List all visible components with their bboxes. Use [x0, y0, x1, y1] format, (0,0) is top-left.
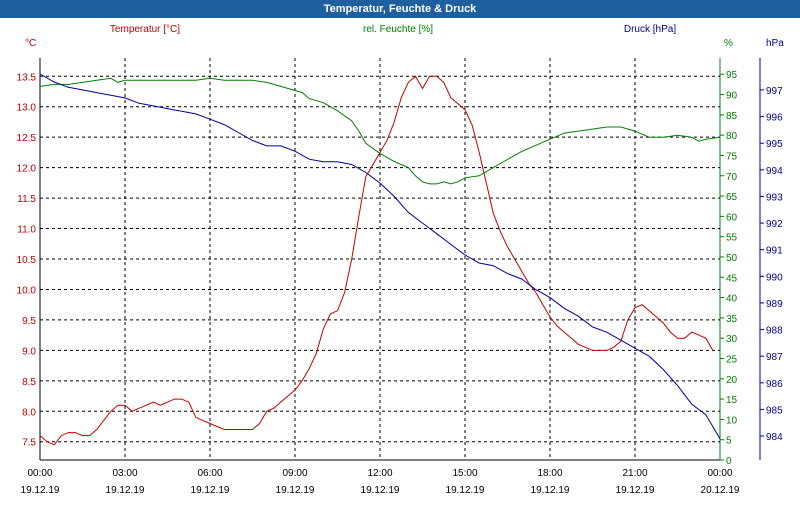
x-tick-date: 19.12.19	[531, 485, 570, 496]
axis-ticks: 7.5 8.0 8.5 9.0 9.5 10.0 10.5 11.0 11.5 12.0 12.5 1…	[17, 70, 784, 496]
temperature-tick-label: 8.0	[22, 407, 36, 418]
pressure-unit-label: hPa	[766, 38, 784, 49]
pressure-tick-label: 995	[766, 139, 783, 150]
humidity-tick-label: 0	[726, 456, 732, 467]
x-tick-date: 19.12.19	[361, 485, 400, 496]
pressure-axis-title: Druck [hPa]	[624, 24, 676, 35]
humidity-tick-label: 15	[726, 395, 738, 406]
temperature-tick-label: 13.5	[17, 72, 37, 83]
x-tick-date: 20.12.19	[701, 485, 740, 496]
humidity-tick-label: 90	[726, 91, 738, 102]
pressure-tick-label: 997	[766, 86, 783, 97]
humidity-series-line	[39, 77, 721, 185]
humidity-tick-label: 50	[726, 253, 738, 264]
temperature-tick-label: 12.0	[17, 164, 37, 175]
humidity-unit-label: %	[724, 38, 733, 49]
pressure-tick-label: 992	[766, 219, 783, 230]
humidity-tick-label: 25	[726, 354, 738, 365]
grid-lines	[40, 58, 720, 460]
humidity-tick-label: 80	[726, 131, 738, 142]
humidity-axis-title: rel. Feuchte [%]	[363, 24, 433, 35]
humidity-tick-label: 55	[726, 233, 738, 244]
x-tick-time: 09:00	[282, 468, 307, 479]
x-tick-time: 21:00	[622, 468, 647, 479]
x-tick-date: 19.12.19	[276, 485, 315, 496]
humidity-tick-label: 65	[726, 192, 738, 203]
x-tick-date: 19.12.19	[446, 485, 485, 496]
x-tick-date: 19.12.19	[191, 485, 230, 496]
pressure-tick-label: 988	[766, 326, 783, 337]
temperature-series-line	[39, 75, 714, 446]
temperature-tick-label: 11.5	[17, 194, 36, 205]
pressure-tick-label: 986	[766, 379, 783, 390]
chart-canvas: Temperatur [°C] rel. Feuchte [%] Druck […	[17, 24, 785, 496]
pressure-series-line	[39, 73, 721, 439]
temperature-tick-label: 9.5	[22, 316, 36, 327]
temperature-tick-label: 10.5	[17, 255, 37, 266]
temperature-tick-label: 12.5	[17, 133, 37, 144]
humidity-tick-label: 10	[726, 415, 738, 426]
x-tick-time: 03:00	[112, 468, 137, 479]
humidity-tick-label: 30	[726, 334, 738, 345]
pressure-tick-label: 993	[766, 192, 783, 203]
x-tick-date: 19.12.19	[21, 485, 60, 496]
pressure-tick-label: 985	[766, 405, 783, 416]
x-tick-time: 18:00	[537, 468, 562, 479]
temperature-unit-label: °C	[25, 38, 36, 49]
pressure-tick-label: 994	[766, 166, 783, 177]
temperature-tick-label: 10.0	[17, 285, 37, 296]
pressure-tick-label: 987	[766, 352, 783, 363]
temperature-axis-title: Temperatur [°C]	[110, 24, 180, 35]
temperature-tick-label: 13.0	[17, 103, 37, 114]
temperature-tick-label: 7.5	[22, 438, 36, 449]
temperature-tick-label: 11.0	[17, 225, 36, 236]
x-tick-time: 06:00	[197, 468, 222, 479]
humidity-tick-label: 45	[726, 273, 738, 284]
pressure-tick-label: 984	[766, 432, 783, 443]
humidity-tick-label: 35	[726, 314, 738, 325]
x-tick-date: 19.12.19	[616, 485, 655, 496]
x-tick-time: 12:00	[367, 468, 392, 479]
series-lines	[39, 73, 721, 446]
pressure-tick-label: 989	[766, 299, 783, 310]
temperature-tick-label: 8.5	[22, 377, 36, 388]
pressure-tick-label: 991	[766, 246, 783, 257]
humidity-tick-label: 70	[726, 172, 738, 183]
pressure-tick-label: 996	[766, 113, 783, 124]
humidity-tick-label: 60	[726, 212, 738, 223]
x-tick-date: 19.12.19	[106, 485, 145, 496]
pressure-tick-label: 990	[766, 272, 783, 283]
x-tick-time: 00:00	[707, 468, 732, 479]
x-tick-time: 00:00	[27, 468, 52, 479]
humidity-tick-label: 75	[726, 151, 738, 162]
chart-title: Temperatur, Feuchte & Druck	[0, 0, 800, 18]
humidity-tick-label: 85	[726, 111, 738, 122]
humidity-tick-label: 40	[726, 294, 738, 305]
x-tick-time: 15:00	[452, 468, 477, 479]
temperature-tick-label: 9.0	[22, 346, 36, 357]
humidity-tick-label: 95	[726, 70, 738, 81]
humidity-tick-label: 5	[726, 436, 732, 447]
chart-frame: Temperatur [°C] rel. Feuchte [%] Druck […	[0, 18, 800, 500]
humidity-tick-label: 20	[726, 375, 738, 386]
